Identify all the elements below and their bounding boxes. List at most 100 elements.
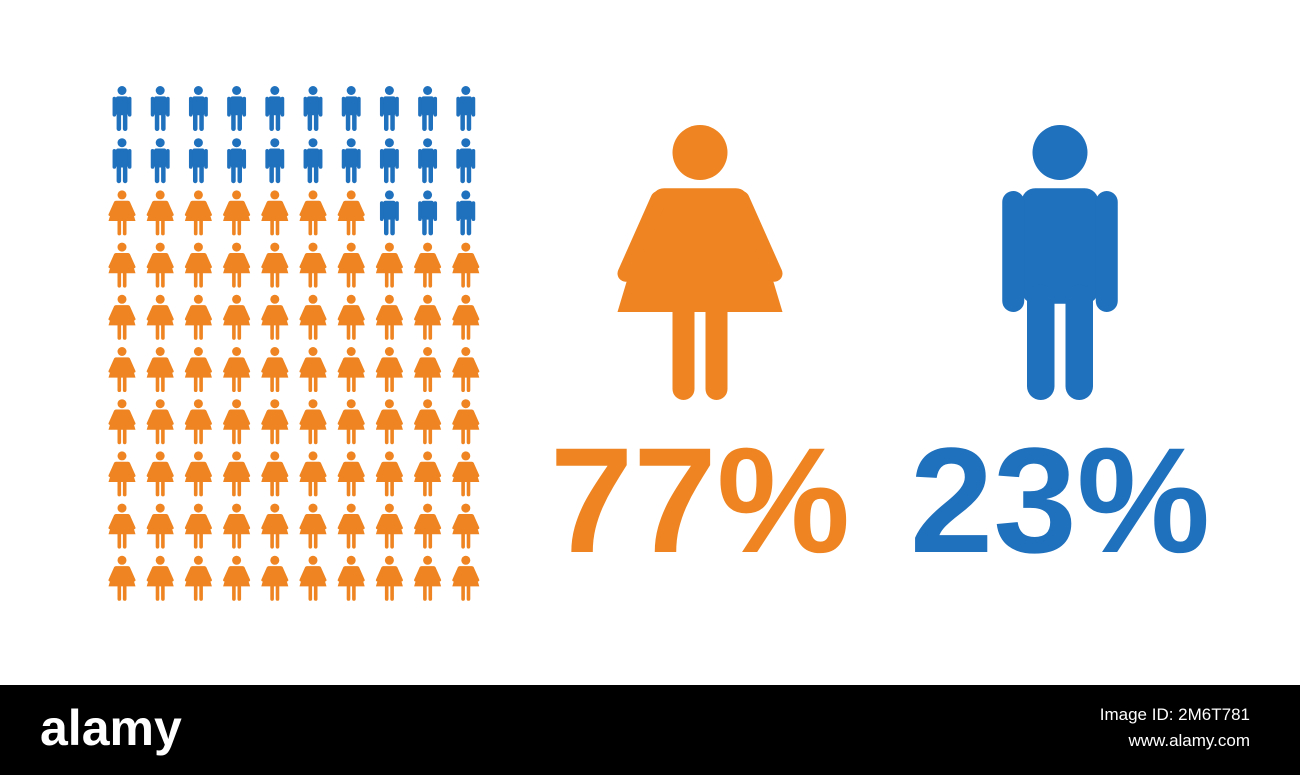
leg xyxy=(428,480,433,497)
head xyxy=(117,555,127,565)
leg xyxy=(269,164,274,184)
arm xyxy=(188,96,193,117)
unit-icon xyxy=(146,347,174,392)
arms xyxy=(299,410,327,425)
leg xyxy=(352,532,356,549)
arm xyxy=(127,149,132,169)
leg xyxy=(466,164,472,184)
leg xyxy=(122,584,127,601)
head xyxy=(193,347,203,356)
leg xyxy=(423,480,427,497)
leg xyxy=(232,532,236,549)
unit-icon xyxy=(379,138,399,184)
leg xyxy=(423,323,427,340)
arms xyxy=(337,201,365,217)
torso xyxy=(268,96,282,116)
head xyxy=(270,294,280,304)
leg xyxy=(352,271,356,288)
unit-icon xyxy=(261,451,289,497)
unit-icon xyxy=(341,86,361,131)
arm xyxy=(265,96,269,117)
head xyxy=(346,190,356,200)
leg xyxy=(384,164,389,184)
torso xyxy=(153,148,167,168)
leg xyxy=(237,112,242,131)
head xyxy=(117,451,127,461)
leg xyxy=(199,164,204,184)
unit-icon xyxy=(299,190,327,236)
arms xyxy=(261,201,289,217)
leg xyxy=(352,480,356,497)
arms xyxy=(375,514,403,530)
head xyxy=(461,555,471,565)
arms xyxy=(108,357,136,373)
arm xyxy=(150,96,155,117)
unit-icon xyxy=(108,242,136,288)
leg xyxy=(423,428,427,445)
head xyxy=(346,503,356,513)
arm xyxy=(418,96,422,117)
leg xyxy=(270,480,274,497)
arms xyxy=(108,462,136,478)
head xyxy=(193,503,203,513)
category-icon xyxy=(617,125,783,400)
leg xyxy=(155,271,160,288)
head xyxy=(117,190,127,200)
leg xyxy=(423,532,427,549)
unit-icon xyxy=(188,86,208,131)
arms xyxy=(261,410,289,425)
leg xyxy=(161,219,165,236)
leg xyxy=(232,219,236,236)
arm xyxy=(166,96,170,117)
leg xyxy=(193,219,198,236)
arms xyxy=(414,305,442,321)
arm xyxy=(204,96,208,117)
leg xyxy=(466,112,472,131)
arms xyxy=(108,514,136,530)
leg xyxy=(275,532,280,549)
arm xyxy=(395,149,399,169)
leg xyxy=(161,271,165,288)
arms xyxy=(452,357,480,373)
unit-icon xyxy=(452,451,480,497)
leg xyxy=(384,428,389,445)
leg xyxy=(313,584,318,601)
unit-icon xyxy=(146,294,174,340)
arms xyxy=(108,201,136,217)
arm xyxy=(265,149,269,169)
head xyxy=(672,125,728,180)
leg xyxy=(117,271,122,288)
leg xyxy=(352,428,356,445)
head xyxy=(193,86,203,95)
leg xyxy=(352,164,357,184)
head xyxy=(232,242,242,252)
arms xyxy=(146,201,174,217)
arms xyxy=(223,566,251,582)
leg xyxy=(232,480,236,497)
watermark-brand: alamy xyxy=(40,700,182,756)
leg xyxy=(161,428,165,445)
unit-icon xyxy=(337,294,365,340)
leg xyxy=(231,112,236,131)
leg xyxy=(199,323,203,340)
unit-icon xyxy=(452,399,480,445)
arm xyxy=(242,96,247,117)
leg xyxy=(384,532,389,549)
arms xyxy=(223,201,251,217)
leg xyxy=(117,532,122,549)
leg xyxy=(705,301,728,400)
arms xyxy=(108,305,136,321)
arms xyxy=(337,566,365,582)
unit-icon xyxy=(299,347,327,392)
leg xyxy=(466,480,471,497)
head xyxy=(232,503,242,513)
unit-icon xyxy=(112,138,132,184)
leg xyxy=(275,480,280,497)
arms xyxy=(337,305,365,321)
unit-icon xyxy=(223,294,251,340)
arms xyxy=(261,253,289,269)
head xyxy=(232,294,242,304)
head xyxy=(461,451,471,461)
unit-icon xyxy=(337,190,365,236)
leg xyxy=(155,323,160,340)
